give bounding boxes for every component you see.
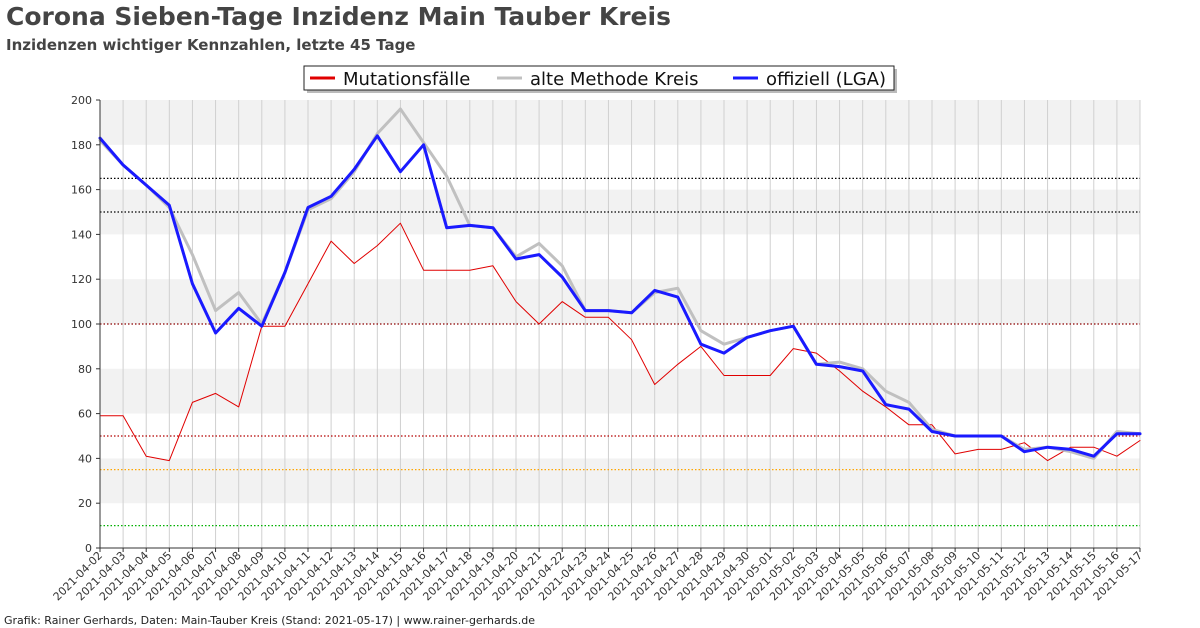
page-title: Corona Sieben-Tage Inzidenz Main Tauber …: [6, 2, 671, 31]
y-tick-labels: 0 20 40 60 80 100 120 140 160 180 200: [71, 94, 92, 555]
y-tick-label: 40: [78, 452, 92, 465]
background-band: [100, 458, 1140, 504]
axes: [96, 99, 1141, 552]
y-tick-label: 160: [71, 184, 92, 197]
background-bands: [100, 100, 1140, 504]
footer-credit: Grafik: Rainer Gerhards, Daten: Main-Tau…: [4, 614, 536, 627]
y-tick-label: 140: [71, 228, 92, 241]
background-band: [100, 189, 1140, 235]
background-band: [100, 100, 1140, 145]
series-lines: [98, 107, 1142, 462]
legend-label: alte Methode Kreis: [530, 69, 698, 90]
legend-label: Mutationsfälle: [343, 69, 470, 90]
legend-label: offiziell (LGA): [766, 69, 886, 90]
y-tick-label: 120: [71, 273, 92, 286]
y-tick-label: 100: [71, 318, 92, 331]
y-tick-label: 80: [78, 363, 92, 376]
y-tick-label: 180: [71, 139, 92, 152]
series-line: [99, 222, 1141, 462]
page-subtitle: Inzidenzen wichtiger Kennzahlen, letzte …: [6, 36, 416, 54]
y-tick-label: 200: [71, 94, 92, 107]
y-tick-label: 20: [78, 497, 92, 510]
x-tick-labels: 2021-04-022021-04-032021-04-042021-04-05…: [51, 549, 1145, 603]
y-tick-label: 0: [85, 542, 92, 555]
legend: Mutationsfälle alte Methode Kreis offiziel…: [303, 65, 897, 93]
legend-box: [303, 65, 895, 91]
y-tick-label: 60: [78, 408, 92, 421]
series-line: [98, 134, 1142, 458]
background-band: [100, 368, 1140, 414]
